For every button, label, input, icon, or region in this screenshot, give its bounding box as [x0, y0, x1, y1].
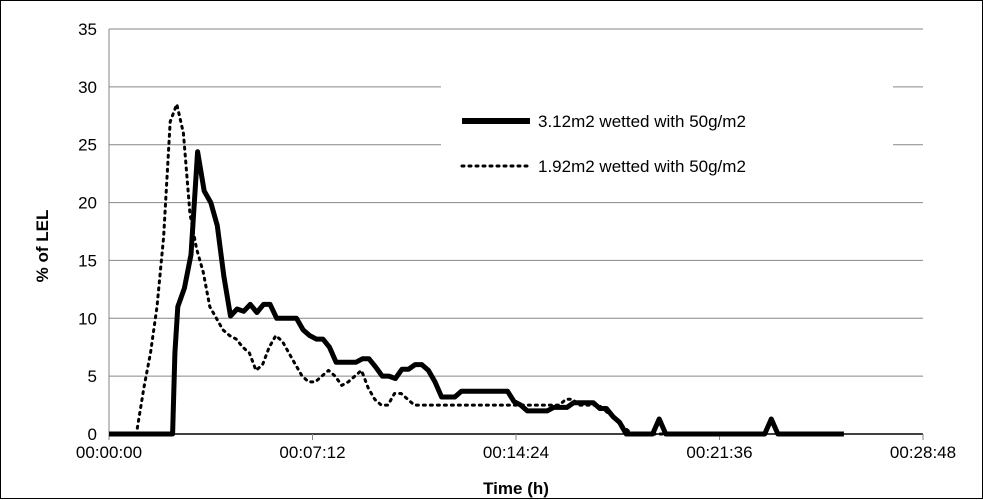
legend-box [441, 66, 893, 196]
x-tick-label: 00:14:24 [483, 443, 549, 462]
series-lines [109, 102, 844, 437]
x-tick-label: 00:00:00 [76, 443, 142, 462]
y-tick-label: 20 [78, 194, 97, 213]
y-tick-label: 5 [88, 367, 97, 386]
y-tick-label: 25 [78, 136, 97, 155]
y-tick-label: 35 [78, 20, 97, 39]
x-axis-title: Time (h) [483, 479, 549, 498]
x-tick-label: 00:07:12 [279, 443, 345, 462]
y-axis-title: % of LEL [33, 210, 52, 283]
legend: 3.12m2 wetted with 50g/m2 1.92m2 wetted … [441, 66, 893, 196]
y-tick-label: 30 [78, 78, 97, 97]
y-tick-label: 15 [78, 251, 97, 270]
series-line-1 [109, 149, 844, 437]
y-tick-label: 0 [88, 425, 97, 444]
series-line-2 [135, 102, 667, 436]
x-tick-label: 00:28:48 [890, 443, 956, 462]
axes: 0 5 10 15 20 25 30 35 00:00:00 00:07:12 00:14:24 00… [76, 20, 956, 462]
legend-label-series-1: 3.12m2 wetted with 50g/m2 [538, 112, 746, 131]
legend-label-series-2: 1.92m2 wetted with 50g/m2 [538, 157, 746, 176]
x-tick-label: 00:21:36 [686, 443, 752, 462]
y-tick-label: 10 [78, 309, 97, 328]
